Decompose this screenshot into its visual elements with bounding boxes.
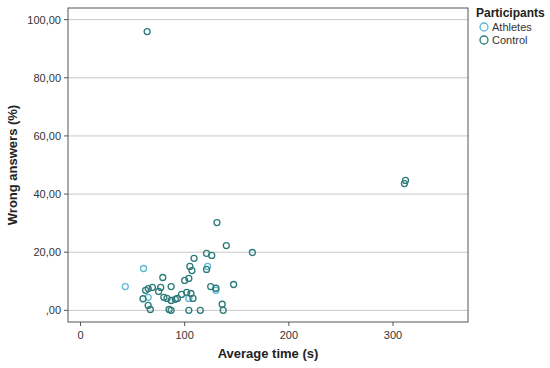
legend-label: Control xyxy=(492,34,527,46)
y-tick-label: 80,00 xyxy=(33,72,61,84)
y-tick xyxy=(64,194,68,195)
point xyxy=(156,288,162,294)
point xyxy=(197,307,203,313)
x-axis-label: Average time (s) xyxy=(218,346,319,361)
y-tick-label: 100,00 xyxy=(27,14,61,26)
x-tick xyxy=(184,322,185,326)
chart: ,00 20,00 40,00 60,00 80,00 100,00 0 100 200 300 A… xyxy=(0,0,550,368)
x-tick-label: 100 xyxy=(175,329,193,341)
x-tick xyxy=(80,322,81,326)
x-tick-label: 200 xyxy=(280,329,298,341)
point xyxy=(401,181,407,187)
point xyxy=(141,266,147,272)
point xyxy=(144,29,150,35)
y-tick-label: 40,00 xyxy=(33,188,61,200)
point xyxy=(191,255,197,261)
point xyxy=(209,252,215,258)
point xyxy=(189,268,195,274)
legend-label: Athletes xyxy=(492,21,532,33)
point xyxy=(186,275,192,281)
point xyxy=(214,220,220,226)
legend-marker xyxy=(480,36,488,44)
point xyxy=(220,307,226,313)
x-tick-label: 300 xyxy=(384,329,402,341)
point xyxy=(143,287,149,293)
background xyxy=(0,0,550,368)
point xyxy=(219,301,225,307)
x-tick-label: 0 xyxy=(77,329,83,341)
legend-title: Participants xyxy=(476,6,545,20)
y-tick xyxy=(64,310,68,311)
y-tick xyxy=(64,252,68,253)
x-tick xyxy=(288,322,289,326)
point xyxy=(172,296,178,302)
point xyxy=(249,250,255,256)
grid-line xyxy=(68,194,468,195)
x-tick xyxy=(393,322,394,326)
grid-line xyxy=(68,310,468,311)
point xyxy=(213,285,219,291)
point xyxy=(149,284,155,290)
point xyxy=(231,281,237,287)
grid-line xyxy=(68,19,468,20)
point xyxy=(223,243,229,249)
point xyxy=(147,306,153,312)
point xyxy=(168,284,174,290)
grid-line xyxy=(68,252,468,253)
y-tick-label: ,00 xyxy=(46,304,61,316)
point xyxy=(140,296,146,302)
legend-marker xyxy=(480,23,488,31)
grid-line xyxy=(68,77,468,78)
y-axis-label: Wrong answers (%) xyxy=(5,105,20,225)
point xyxy=(122,284,128,290)
points xyxy=(122,29,408,314)
point xyxy=(168,307,174,313)
point xyxy=(179,291,185,297)
point xyxy=(204,266,210,272)
y-tick xyxy=(64,135,68,136)
y-tick xyxy=(64,77,68,78)
plot-frame xyxy=(68,8,468,322)
y-tick-label: 60,00 xyxy=(33,130,61,142)
y-tick-label: 20,00 xyxy=(33,246,61,258)
point xyxy=(160,275,166,281)
y-tick xyxy=(64,19,68,20)
grid-line xyxy=(68,135,468,136)
point xyxy=(190,295,196,301)
point xyxy=(186,307,192,313)
